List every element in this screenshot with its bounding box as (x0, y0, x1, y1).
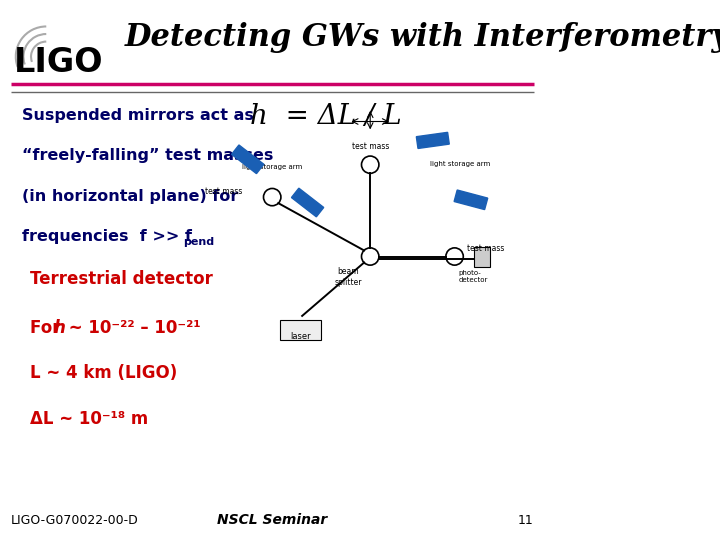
Text: h  = ΔL / L: h = ΔL / L (251, 103, 402, 130)
Text: L ~ 4 km (LIGO): L ~ 4 km (LIGO) (30, 364, 177, 382)
Text: light storage arm: light storage arm (430, 161, 490, 167)
Text: test mass: test mass (204, 187, 242, 196)
Text: “freely-falling” test masses: “freely-falling” test masses (22, 148, 273, 164)
Text: LIGO: LIGO (14, 46, 103, 79)
Text: Terrestrial detector: Terrestrial detector (30, 270, 213, 288)
Bar (474, 247, 490, 267)
Text: ~ 10⁻²² – 10⁻²¹: ~ 10⁻²² – 10⁻²¹ (63, 319, 200, 336)
Bar (416, 132, 449, 149)
Text: Suspended mirrors act as: Suspended mirrors act as (22, 108, 253, 123)
Text: Detecting GWs with Interferometry: Detecting GWs with Interferometry (125, 22, 720, 52)
Text: test mass: test mass (351, 142, 389, 151)
Text: For: For (30, 319, 66, 336)
Text: test mass: test mass (467, 244, 505, 253)
Bar (292, 188, 324, 217)
Text: 11: 11 (518, 514, 534, 526)
Text: h: h (54, 319, 66, 336)
Text: light storage arm: light storage arm (242, 164, 302, 170)
Text: photo-
detector: photo- detector (459, 270, 487, 283)
Text: NSCL Seminar: NSCL Seminar (217, 512, 328, 526)
Text: LIGO-G070022-00-D: LIGO-G070022-00-D (11, 514, 139, 526)
Bar (232, 145, 264, 174)
Text: beam
splitter: beam splitter (335, 267, 362, 287)
Text: laser: laser (291, 333, 311, 341)
Text: ΔL ~ 10⁻¹⁸ m: ΔL ~ 10⁻¹⁸ m (30, 410, 148, 428)
Text: frequencies  f >> f: frequencies f >> f (22, 230, 192, 245)
Bar (454, 190, 487, 210)
Text: pend: pend (183, 237, 214, 247)
Bar (280, 320, 321, 340)
Text: (in horizontal plane) for: (in horizontal plane) for (22, 189, 238, 204)
